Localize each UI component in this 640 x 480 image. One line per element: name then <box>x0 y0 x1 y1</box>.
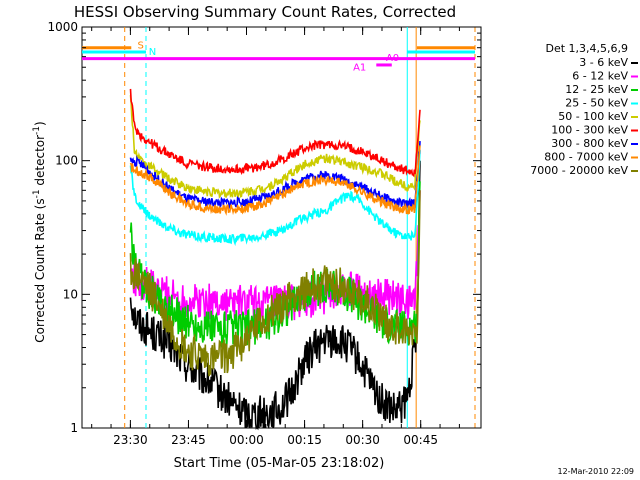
x-tick-label-2: 00:00 <box>229 433 264 447</box>
x-tick-label-0: 23:30 <box>113 433 148 447</box>
series-line-100-300-kev <box>129 88 421 178</box>
chart-title: HESSI Observing Summary Count Rates, Cor… <box>74 3 456 21</box>
legend-item-800-7000-kev: 800 - 7000 keV <box>544 151 628 164</box>
legend-title: Det 1,3,4,5,6,9 <box>545 42 628 55</box>
x-tick-label-1: 23:45 <box>171 433 206 447</box>
x-axis-label: Start Time (05-Mar-05 23:18:02) <box>174 456 385 471</box>
series-lines <box>129 88 421 431</box>
series-line-25-50-kev <box>129 150 421 247</box>
legend-item-25-50-kev: 25 - 50 keV <box>565 97 628 110</box>
y-axis-label-end: ) <box>33 121 47 126</box>
y-axis-label: Corrected Count Rate (s-1 detector-1) <box>32 121 47 342</box>
series-line-7000-20000-kev <box>129 190 421 377</box>
flag-label-a0: A0 <box>386 53 399 64</box>
flag-label-a1: A1 <box>353 63 366 74</box>
y-axis-label-main: Corrected Count Rate (s <box>33 198 47 342</box>
flag-bars: SN A0 A1 <box>82 40 476 74</box>
plot-border <box>81 26 482 429</box>
y-tick-label-2: 100 <box>55 154 78 168</box>
flag-label-n: N <box>149 47 156 58</box>
legend-item-12-25-kev: 12 - 25 keV <box>565 83 628 96</box>
y-tick-label-1: 10 <box>63 287 78 301</box>
series-line-12-25-kev <box>129 181 421 348</box>
legend-item-100-300-kev: 100 - 300 keV <box>551 124 628 137</box>
flag-label-s: S <box>137 40 143 51</box>
x-tick-label-3: 00:15 <box>287 433 322 447</box>
x-tick-label-4: 00:30 <box>345 433 380 447</box>
legend-item-6-12-kev: 6 - 12 keV <box>572 70 628 83</box>
vertical-markers <box>124 27 476 428</box>
y-tick-label-3: 1000 <box>47 20 78 34</box>
legend-item-7000-20000-kev: 7000 - 20000 keV <box>530 164 628 177</box>
x-tick-label-5: 00:45 <box>403 433 438 447</box>
legend-item-300-800-kev: 300 - 800 keV <box>551 137 628 150</box>
y-tick-label-0: 1 <box>70 421 78 435</box>
series-line-800-7000-kev <box>129 145 421 216</box>
legend-item-3-6-kev: 3 - 6 keV <box>579 56 628 69</box>
footer-date: 12-Mar-2010 22:09 <box>558 467 635 476</box>
plot-frame <box>81 26 482 429</box>
axis-ticks: 23:30 23:45 00:00 00:15 00:30 00:45 1 10 100 1000 <box>47 20 481 447</box>
y-axis-label-mid: detector <box>33 135 47 190</box>
legend-item-50-100-kev: 50 - 100 keV <box>558 110 628 123</box>
y-axis-label-sup1: -1 <box>32 189 42 198</box>
y-axis-label-sup2: -1 <box>32 126 42 135</box>
series-line-50-100-kev <box>129 95 421 199</box>
